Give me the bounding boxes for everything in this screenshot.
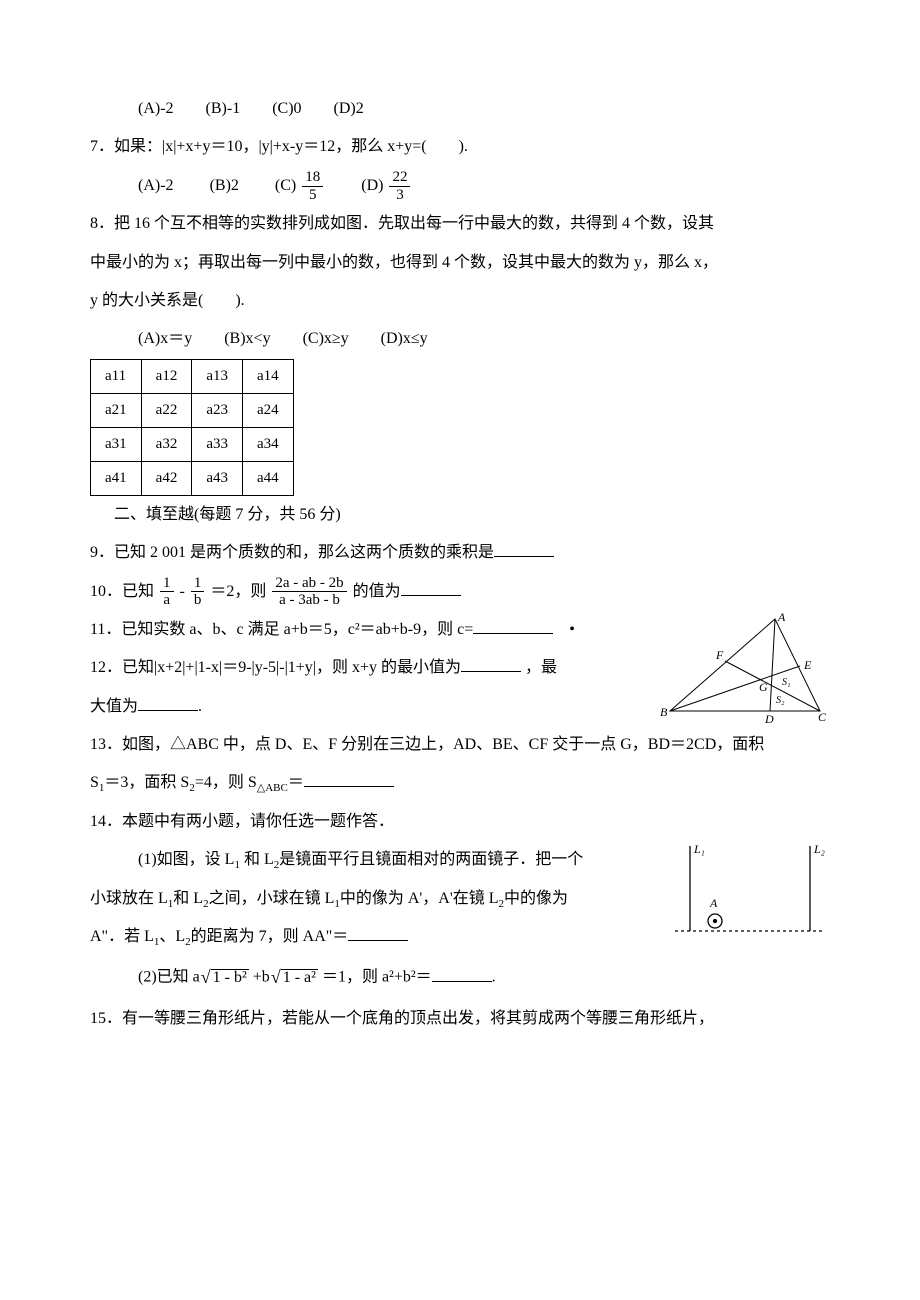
q15: 15．有一等腰三角形纸片，若能从一个底角的顶点出发，将其剪成两个等腰三角形纸片， [90,1000,830,1038]
label-L1: L₁ [693,842,705,856]
q13-line1: 13．如图，△ABC 中，点 D、E、F 分别在三边上，AD、BE、CF 交于一… [90,726,830,764]
sqrt-2: √1 - a² [271,956,318,999]
label-F: F [715,648,724,662]
q7-opt-b: (B)2 [210,177,239,194]
sqrt-1: √1 - b² [201,956,249,999]
q7-options: (A)-2 (B)2 (C) 18 5 (D) 22 3 [90,167,830,205]
q7-opt-a: (A)-2 [138,177,174,194]
triangle-figure: A B C D E F G S₁ S₂ [660,611,830,726]
q10: 10．已知 1 a - 1 b ＝2，则 2a - ab - 2b a - 3a… [90,573,830,611]
q8-stem-1: 8．把 16 个互不相等的实数排列成如图．先取出每一行中最大的数，共得到 4 个… [90,205,830,243]
label-S2: S₂ [776,695,785,706]
blank [138,694,198,711]
label-B: B [660,705,668,719]
table-row: a11 a12 a13 a14 [91,359,294,393]
frac-1-b: 1 b [191,575,205,609]
blank [461,655,521,672]
label-G: G [759,680,768,694]
frac-1-a: 1 a [160,575,174,609]
q8-options: (A)x＝y (B)x<y (C)x≥y (D)x≤y [90,320,830,358]
blank [304,770,394,787]
q7-opt-d-prefix: (D) [361,177,383,194]
q14-2: (2)已知 a√1 - b² +b√1 - a² ＝1，则 a²+b²＝. [90,956,830,999]
label-A: A [709,896,718,910]
section-2-title: 二、填至越(每题 7 分，共 56 分) [90,496,830,534]
label-L2: L₂ [813,842,825,856]
q7-frac-c: 18 5 [302,169,323,203]
q7-stem: 7．如果：|x|+x+y＝10，|y|+x-y＝12，那么 x+y=( ). [90,128,830,166]
mirrors-figure: L₁ L₂ A [670,841,830,941]
q8-table: a11 a12 a13 a14 a21 a22 a23 a24 a31 a32 … [90,359,294,496]
label-C: C [818,710,827,724]
q9: 9．已知 2 001 是两个质数的和，那么这两个质数的乘积是 [90,534,830,572]
q6-options: (A)-2 (B)-1 (C)0 (D)2 [90,90,830,128]
q8-stem-3: y 的大小关系是( ). [90,282,830,320]
label-A: A [777,611,786,624]
blank [473,617,553,634]
q7-opt-c-prefix: (C) [275,177,296,194]
label-S1: S₁ [782,677,790,688]
blank [348,924,408,941]
q8-stem-2: 中最小的为 x；再取出每一列中最小的数，也得到 4 个数，设其中最大的数为 y，… [90,244,830,282]
q7-frac-d: 22 3 [389,169,410,203]
q13-line2: S1＝3，面积 S2=4，则 S△ABC＝ [90,764,830,802]
label-D: D [764,712,774,726]
q14-stem: 14．本题中有两小题，请你任选一题作答． [90,803,830,841]
blank [401,579,461,596]
frac-big: 2a - ab - 2b a - 3ab - b [272,575,346,609]
blank [494,540,554,557]
table-row: a31 a32 a33 a34 [91,427,294,461]
table-row: a41 a42 a43 a44 [91,461,294,495]
label-E: E [803,658,812,672]
blank [432,965,492,982]
table-row: a21 a22 a23 a24 [91,393,294,427]
